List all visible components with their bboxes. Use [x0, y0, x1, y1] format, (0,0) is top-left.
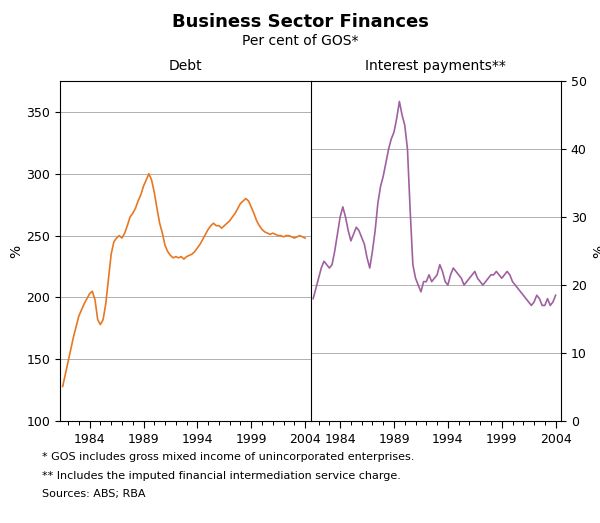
Y-axis label: %: % — [592, 244, 600, 258]
Text: Debt: Debt — [169, 59, 202, 73]
Y-axis label: %: % — [10, 244, 23, 258]
Text: * GOS includes gross mixed income of unincorporated enterprises.: * GOS includes gross mixed income of uni… — [42, 452, 415, 462]
Text: Sources: ABS; RBA: Sources: ABS; RBA — [42, 489, 146, 499]
Text: Business Sector Finances: Business Sector Finances — [172, 13, 428, 31]
Text: ** Includes the imputed financial intermediation service charge.: ** Includes the imputed financial interm… — [42, 471, 401, 481]
Text: Interest payments**: Interest payments** — [365, 59, 506, 73]
Text: Per cent of GOS*: Per cent of GOS* — [242, 34, 358, 48]
